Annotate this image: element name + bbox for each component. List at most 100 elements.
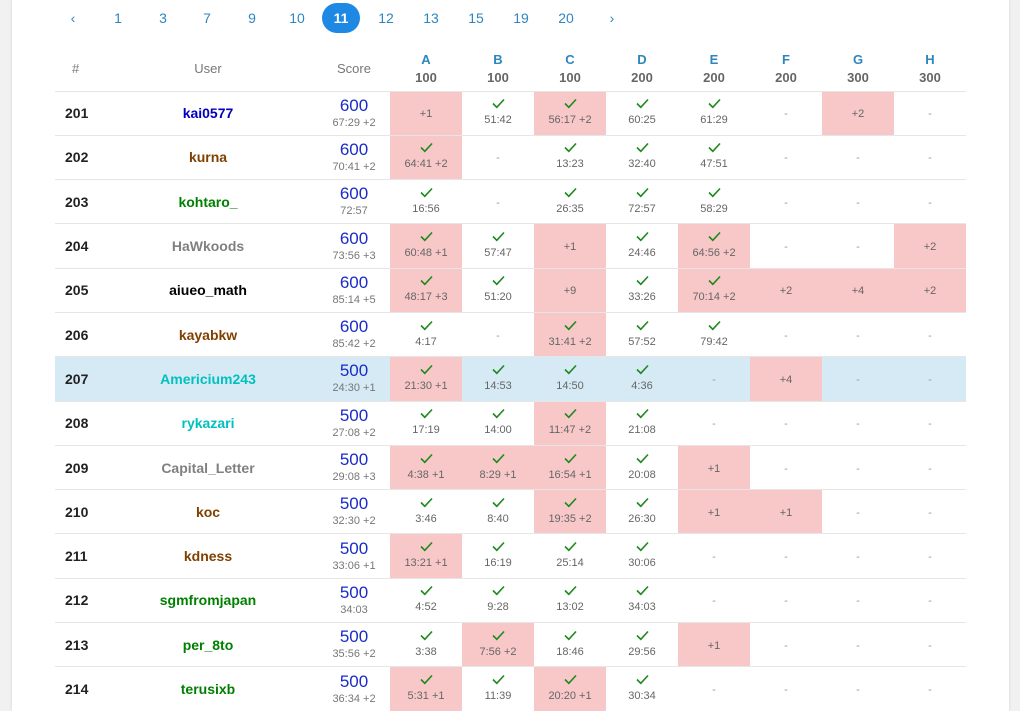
- page-1-link[interactable]: 1: [114, 10, 122, 26]
- problem-a-cell[interactable]: 4:17: [390, 311, 462, 357]
- user-name-link[interactable]: rykazari: [98, 400, 318, 446]
- problem-g-cell[interactable]: -: [822, 223, 894, 269]
- problem-e-cell[interactable]: +1: [678, 489, 750, 534]
- user-name-link[interactable]: Capital_Letter: [98, 444, 318, 490]
- problem-f-cell[interactable]: -: [750, 400, 822, 446]
- problem-g-cell[interactable]: -: [822, 666, 894, 711]
- problem-d-cell[interactable]: 30:06: [606, 533, 678, 579]
- problem-e-cell[interactable]: +1: [678, 622, 750, 667]
- problem-c-cell[interactable]: 31:41 +2: [534, 311, 606, 357]
- problem-h-header[interactable]: H 300: [894, 47, 966, 91]
- problem-d-cell[interactable]: 30:34: [606, 666, 678, 711]
- problem-c-header[interactable]: C 100: [534, 47, 606, 91]
- problem-b-header[interactable]: B 100: [462, 47, 534, 91]
- problem-b-cell[interactable]: -: [462, 134, 534, 180]
- problem-a-cell[interactable]: +1: [390, 90, 462, 136]
- problem-g-cell[interactable]: -: [822, 400, 894, 446]
- problem-b-cell[interactable]: -: [462, 311, 534, 357]
- user-name-link[interactable]: aiueo_math: [98, 267, 318, 313]
- problem-f-cell[interactable]: -: [750, 311, 822, 357]
- problem-g-cell[interactable]: +4: [822, 267, 894, 313]
- page-7-link[interactable]: 7: [203, 10, 211, 26]
- page-9-link[interactable]: 9: [248, 10, 256, 26]
- problem-e-cell[interactable]: 61:29: [678, 90, 750, 136]
- problem-c-cell[interactable]: +1: [534, 223, 606, 269]
- problem-letter[interactable]: E: [709, 51, 719, 67]
- problem-e-cell[interactable]: 79:42: [678, 311, 750, 357]
- problem-f-cell[interactable]: +2: [750, 267, 822, 313]
- page-15-link[interactable]: 15: [468, 10, 484, 26]
- problem-g-cell[interactable]: -: [822, 577, 894, 623]
- problem-g-cell[interactable]: -: [822, 533, 894, 579]
- problem-c-cell[interactable]: 18:46: [534, 622, 606, 667]
- problem-a-cell[interactable]: 13:21 +1: [390, 533, 462, 579]
- problem-c-cell[interactable]: 14:50: [534, 356, 606, 402]
- problem-d-cell[interactable]: 20:08: [606, 444, 678, 490]
- problem-d-cell[interactable]: 24:46: [606, 223, 678, 269]
- problem-h-cell[interactable]: -: [894, 489, 966, 534]
- problem-d-cell[interactable]: 21:08: [606, 400, 678, 446]
- problem-h-cell[interactable]: +2: [894, 223, 966, 269]
- problem-d-cell[interactable]: 26:30: [606, 489, 678, 534]
- problem-d-cell[interactable]: 72:57: [606, 179, 678, 224]
- problem-h-cell[interactable]: +2: [894, 267, 966, 313]
- problem-g-cell[interactable]: -: [822, 134, 894, 180]
- user-name-link[interactable]: terusixb: [98, 666, 318, 711]
- problem-c-cell[interactable]: 19:35 +2: [534, 489, 606, 534]
- problem-b-cell[interactable]: 16:19: [462, 533, 534, 579]
- problem-b-cell[interactable]: 14:00: [462, 400, 534, 446]
- problem-d-cell[interactable]: 34:03: [606, 577, 678, 623]
- problem-e-cell[interactable]: -: [678, 400, 750, 446]
- problem-b-cell[interactable]: 57:47: [462, 223, 534, 269]
- problem-f-cell[interactable]: -: [750, 223, 822, 269]
- problem-a-cell[interactable]: 3:38: [390, 622, 462, 667]
- user-name-link[interactable]: kohtaro_: [98, 179, 318, 224]
- problem-d-cell[interactable]: 32:40: [606, 134, 678, 180]
- problem-e-cell[interactable]: -: [678, 577, 750, 623]
- problem-letter[interactable]: C: [565, 51, 575, 67]
- problem-g-cell[interactable]: -: [822, 489, 894, 534]
- user-name-link[interactable]: per_8to: [98, 622, 318, 667]
- user-name-link[interactable]: kurna: [98, 134, 318, 180]
- problem-c-cell[interactable]: 25:14: [534, 533, 606, 579]
- problem-c-cell[interactable]: 26:35: [534, 179, 606, 224]
- problem-e-cell[interactable]: -: [678, 356, 750, 402]
- problem-b-cell[interactable]: -: [462, 179, 534, 224]
- problem-b-cell[interactable]: 9:28: [462, 577, 534, 623]
- user-name-link[interactable]: kayabkw: [98, 311, 318, 357]
- page-13-link[interactable]: 13: [423, 10, 439, 26]
- problem-f-cell[interactable]: +4: [750, 356, 822, 402]
- problem-c-cell[interactable]: +9: [534, 267, 606, 313]
- problem-g-cell[interactable]: -: [822, 179, 894, 224]
- problem-e-cell[interactable]: 64:56 +2: [678, 223, 750, 269]
- problem-b-cell[interactable]: 8:40: [462, 489, 534, 534]
- user-name-link[interactable]: Americium243: [98, 356, 318, 402]
- problem-a-cell[interactable]: 5:31 +1: [390, 666, 462, 711]
- problem-e-cell[interactable]: -: [678, 666, 750, 711]
- problem-b-cell[interactable]: 8:29 +1: [462, 444, 534, 490]
- problem-d-cell[interactable]: 57:52: [606, 311, 678, 357]
- user-name-link[interactable]: koc: [98, 489, 318, 534]
- user-name-link[interactable]: kai0577: [98, 90, 318, 136]
- problem-c-cell[interactable]: 20:20 +1: [534, 666, 606, 711]
- problem-c-cell[interactable]: 13:02: [534, 577, 606, 623]
- page-11-current[interactable]: 11: [322, 3, 360, 33]
- problem-d-cell[interactable]: 33:26: [606, 267, 678, 313]
- problem-h-cell[interactable]: -: [894, 356, 966, 402]
- user-name-link[interactable]: sgmfromjapan: [98, 577, 318, 623]
- problem-a-cell[interactable]: 16:56: [390, 179, 462, 224]
- problem-e-cell[interactable]: +1: [678, 444, 750, 490]
- problem-e-cell[interactable]: 70:14 +2: [678, 267, 750, 313]
- user-name-link[interactable]: HaWkoods: [98, 223, 318, 269]
- problem-b-cell[interactable]: 7:56 +2: [462, 622, 534, 667]
- problem-letter[interactable]: G: [852, 51, 864, 67]
- problem-c-cell[interactable]: 13:23: [534, 134, 606, 180]
- problem-a-cell[interactable]: 17:19: [390, 400, 462, 446]
- problem-g-cell[interactable]: -: [822, 356, 894, 402]
- problem-b-cell[interactable]: 51:20: [462, 267, 534, 313]
- problem-h-cell[interactable]: -: [894, 666, 966, 711]
- page-12-link[interactable]: 12: [378, 10, 394, 26]
- problem-b-cell[interactable]: 11:39: [462, 666, 534, 711]
- problem-a-header[interactable]: A 100: [390, 47, 462, 91]
- problem-letter[interactable]: D: [637, 51, 647, 67]
